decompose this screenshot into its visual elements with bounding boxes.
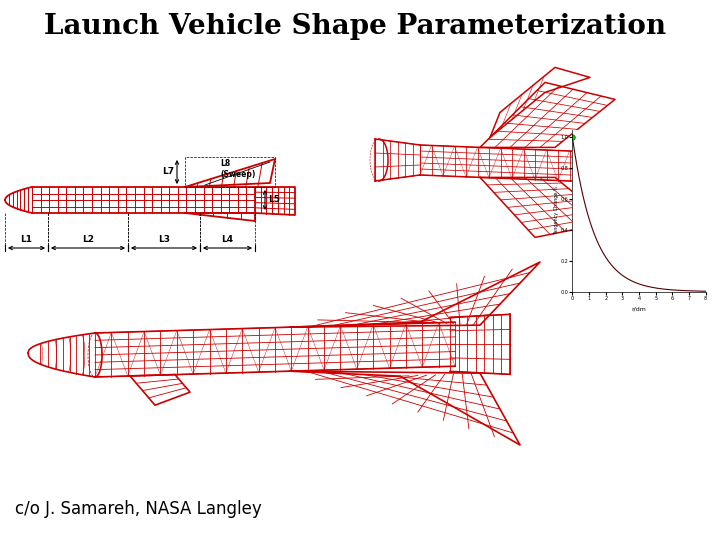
Text: L1: L1	[20, 235, 32, 244]
Text: L5: L5	[268, 195, 280, 205]
Y-axis label: Tangency Change %: Tangency Change %	[554, 186, 559, 235]
Text: L4: L4	[222, 235, 233, 244]
Text: L2: L2	[82, 235, 94, 244]
Text: L7: L7	[162, 167, 174, 177]
Text: c/o J. Samareh, NASA Langley: c/o J. Samareh, NASA Langley	[15, 500, 262, 518]
X-axis label: r/dm: r/dm	[631, 306, 647, 312]
Text: Launch Vehicle Shape Parameterization: Launch Vehicle Shape Parameterization	[44, 13, 666, 40]
Text: L3: L3	[158, 235, 170, 244]
Text: L8
(Sweep): L8 (Sweep)	[220, 159, 256, 179]
